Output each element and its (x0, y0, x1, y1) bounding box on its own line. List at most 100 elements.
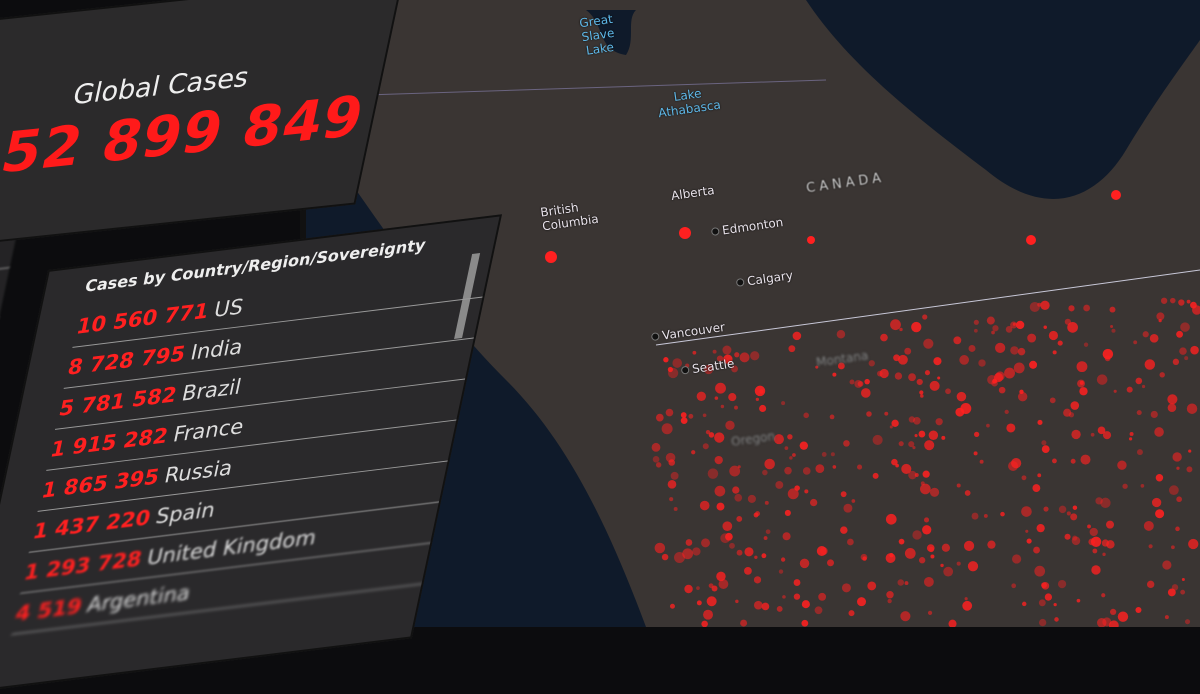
case-dot (956, 561, 961, 566)
case-dot (1133, 340, 1138, 345)
case-dot (837, 362, 845, 370)
case-dot (725, 532, 733, 541)
case-dot (684, 584, 693, 594)
country-name: Argentina (85, 580, 193, 618)
case-dot (1070, 513, 1078, 521)
case-dot (794, 485, 800, 491)
case-dot (929, 380, 940, 391)
case-dot (1102, 348, 1114, 360)
case-dot (841, 583, 851, 593)
case-dot (848, 610, 855, 617)
case-dot (1097, 618, 1107, 627)
case-dot (792, 453, 796, 457)
case-dot (1087, 524, 1091, 529)
case-dot (897, 579, 905, 586)
case-dot (867, 581, 877, 591)
case-dot (1106, 540, 1115, 549)
case-dot (792, 331, 802, 341)
case-dot (708, 432, 715, 438)
case-dot (712, 349, 717, 354)
case-dot (857, 464, 863, 470)
case-dot (1100, 497, 1111, 509)
case-dot (776, 606, 783, 612)
case-dot (1184, 619, 1191, 625)
case-dot (1021, 601, 1027, 607)
case-dot (736, 515, 743, 522)
case-dot (1186, 299, 1191, 304)
case-dot (857, 381, 864, 387)
case-dot (1033, 546, 1040, 554)
case-dot (843, 503, 853, 513)
country-row[interactable] (0, 265, 20, 339)
case-dot (919, 390, 924, 395)
case-dot (1064, 533, 1071, 540)
case-dot (1021, 506, 1032, 517)
case-dot (877, 370, 883, 377)
case-dot (983, 513, 988, 518)
case-dot (747, 494, 756, 503)
case-dot (948, 619, 957, 627)
case-dot (872, 472, 879, 479)
case-dot (933, 357, 942, 366)
case-dot (889, 553, 894, 558)
case-dot (978, 359, 986, 367)
case-dot (1176, 466, 1180, 470)
case-dot (1029, 360, 1038, 369)
case-dot (1043, 506, 1049, 512)
case-dot (780, 557, 786, 562)
case-dot (764, 500, 769, 505)
case-dot (827, 559, 835, 567)
case-dot (706, 596, 717, 607)
case-dot (1164, 615, 1169, 620)
case-dot (1188, 538, 1199, 550)
case-dot (716, 355, 724, 362)
case-dot (1034, 565, 1046, 577)
case-dot (956, 483, 961, 488)
case-dot (864, 378, 870, 385)
case-dot (545, 251, 557, 263)
case-dot (963, 540, 975, 551)
case-dot (729, 542, 735, 549)
case-dot (1026, 538, 1032, 544)
case-dot (973, 319, 979, 325)
case-dot (1015, 320, 1025, 330)
case-dot (1140, 484, 1145, 488)
case-dot (1070, 401, 1080, 410)
case-dot (992, 325, 999, 332)
case-dot (922, 314, 928, 320)
case-dot (761, 602, 770, 611)
case-dot (765, 529, 771, 535)
case-dot (1146, 580, 1155, 589)
case-dot (750, 351, 760, 361)
case-dot (998, 386, 1006, 394)
case-dot (714, 432, 725, 443)
case-dot (891, 458, 898, 466)
case-dot (1026, 235, 1036, 245)
case-dot (1168, 485, 1179, 496)
case-dot (995, 342, 1006, 354)
case-dot (967, 561, 979, 572)
case-dot (908, 373, 916, 382)
case-dot (920, 483, 931, 495)
case-dot (964, 597, 968, 601)
case-dot (973, 451, 978, 456)
case-dot (1172, 452, 1182, 462)
case-dot (1186, 403, 1198, 414)
case-dot (1178, 299, 1185, 306)
case-dot (904, 347, 912, 355)
case-dot (680, 412, 687, 418)
case-dot (793, 593, 801, 600)
case-dot (1170, 297, 1176, 304)
case-dot (672, 358, 683, 368)
case-dot (755, 397, 759, 402)
case-dot (821, 451, 827, 457)
country-row[interactable]: ermany (0, 315, 20, 389)
case-dot (840, 491, 847, 498)
case-dot (680, 417, 688, 425)
case-dot (718, 579, 729, 589)
case-dot (899, 327, 903, 332)
case-dot (696, 391, 707, 402)
case-dot (1117, 611, 1129, 622)
case-dot (1171, 545, 1175, 550)
case-dot (734, 405, 738, 410)
